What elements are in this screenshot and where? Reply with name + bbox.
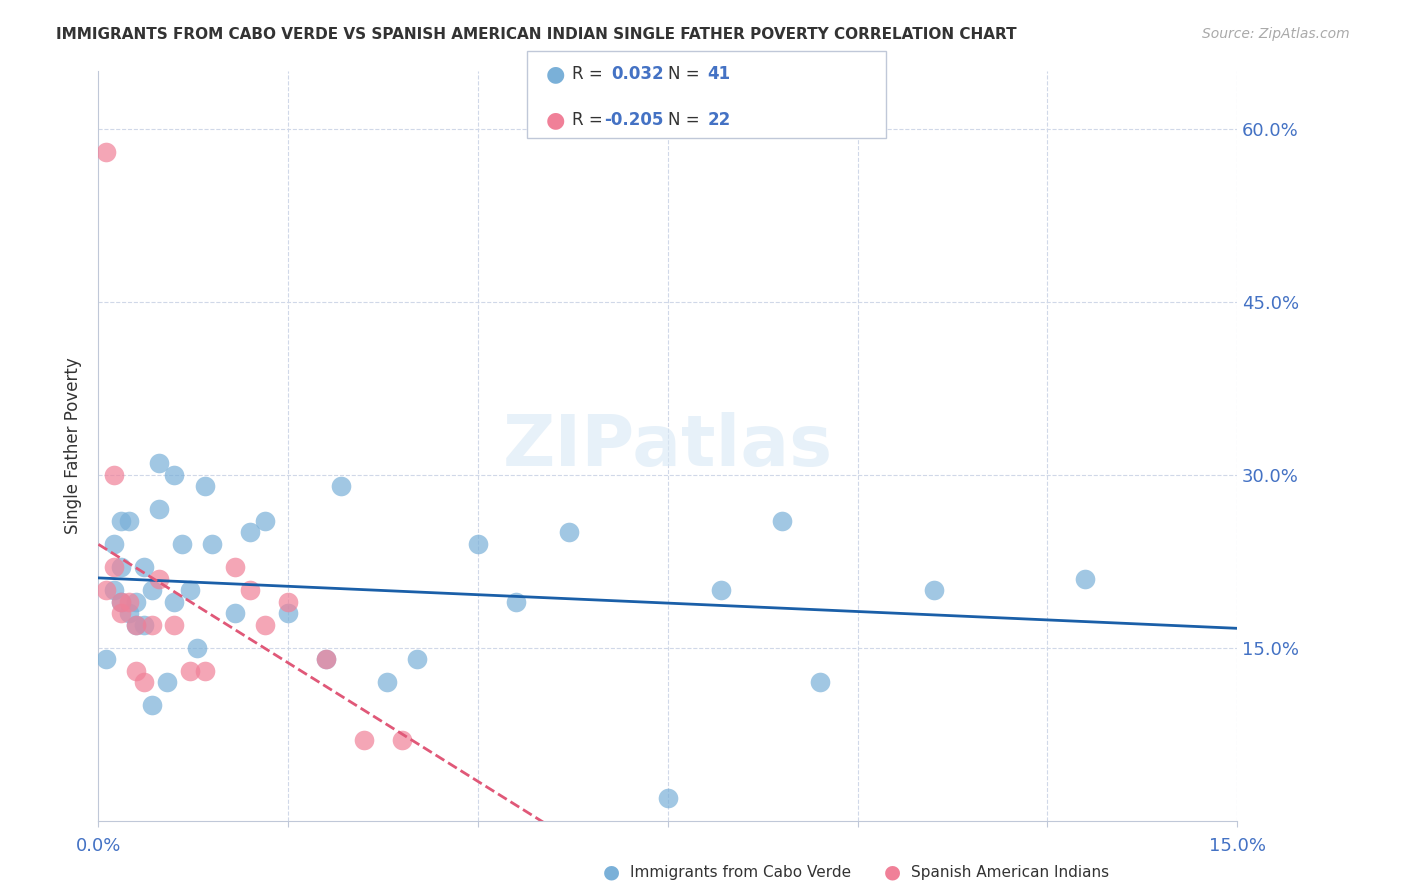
Y-axis label: Single Father Poverty: Single Father Poverty xyxy=(65,358,83,534)
Point xyxy=(179,664,201,678)
Text: Spanish American Indians: Spanish American Indians xyxy=(911,865,1109,880)
Point xyxy=(239,525,262,540)
Point xyxy=(103,583,125,598)
Text: Source: ZipAtlas.com: Source: ZipAtlas.com xyxy=(1202,27,1350,41)
Point xyxy=(132,675,155,690)
Point xyxy=(110,514,132,528)
Point xyxy=(125,664,148,678)
Point xyxy=(201,537,224,551)
Point xyxy=(224,606,246,620)
Text: ZIPatlas: ZIPatlas xyxy=(503,411,832,481)
Point xyxy=(224,560,246,574)
Point xyxy=(103,467,125,482)
Point xyxy=(239,583,262,598)
Point xyxy=(315,652,337,666)
Point xyxy=(330,479,353,493)
Point xyxy=(194,479,217,493)
Point xyxy=(353,733,375,747)
Point xyxy=(110,594,132,608)
Text: R =: R = xyxy=(572,112,603,129)
Point xyxy=(148,572,170,586)
Point xyxy=(148,456,170,470)
Point xyxy=(657,790,679,805)
Point xyxy=(110,594,132,608)
Text: 41: 41 xyxy=(707,65,730,83)
Point xyxy=(315,652,337,666)
Text: N =: N = xyxy=(668,112,699,129)
Point xyxy=(170,537,193,551)
Point xyxy=(110,560,132,574)
Point xyxy=(375,675,398,690)
Text: R =: R = xyxy=(572,65,603,83)
Point xyxy=(141,698,163,713)
Point xyxy=(118,514,141,528)
Point xyxy=(141,583,163,598)
Point xyxy=(254,617,277,632)
Text: Immigrants from Cabo Verde: Immigrants from Cabo Verde xyxy=(630,865,851,880)
Text: IMMIGRANTS FROM CABO VERDE VS SPANISH AMERICAN INDIAN SINGLE FATHER POVERTY CORR: IMMIGRANTS FROM CABO VERDE VS SPANISH AM… xyxy=(56,27,1017,42)
Point xyxy=(156,675,179,690)
Point xyxy=(132,560,155,574)
Point xyxy=(125,594,148,608)
Point xyxy=(391,733,413,747)
Point xyxy=(808,675,831,690)
Point xyxy=(467,537,489,551)
Point xyxy=(94,583,117,598)
Text: N =: N = xyxy=(668,65,699,83)
Text: 22: 22 xyxy=(707,112,731,129)
Point xyxy=(141,617,163,632)
Point xyxy=(186,640,208,655)
Text: ●: ● xyxy=(546,111,565,130)
Point xyxy=(94,652,117,666)
Point xyxy=(179,583,201,598)
Point xyxy=(770,514,793,528)
Point xyxy=(1074,572,1097,586)
Point xyxy=(125,617,148,632)
Point xyxy=(103,560,125,574)
Point xyxy=(148,502,170,516)
Text: -0.205: -0.205 xyxy=(605,112,664,129)
Point xyxy=(163,617,186,632)
Point xyxy=(277,606,299,620)
Text: ●: ● xyxy=(884,863,901,882)
Text: ●: ● xyxy=(603,863,620,882)
Text: ●: ● xyxy=(546,64,565,84)
Point xyxy=(710,583,733,598)
Point xyxy=(94,145,117,159)
Point xyxy=(558,525,581,540)
Point xyxy=(163,594,186,608)
Point xyxy=(125,617,148,632)
Point xyxy=(163,467,186,482)
Point xyxy=(277,594,299,608)
Text: 15.0%: 15.0% xyxy=(1209,838,1265,855)
Text: 0.0%: 0.0% xyxy=(76,838,121,855)
Point xyxy=(118,594,141,608)
Point xyxy=(922,583,945,598)
Point xyxy=(194,664,217,678)
Point xyxy=(406,652,429,666)
Point xyxy=(103,537,125,551)
Point xyxy=(505,594,527,608)
Point xyxy=(132,617,155,632)
Point xyxy=(254,514,277,528)
Text: 0.032: 0.032 xyxy=(612,65,664,83)
Point xyxy=(118,606,141,620)
Point xyxy=(110,606,132,620)
